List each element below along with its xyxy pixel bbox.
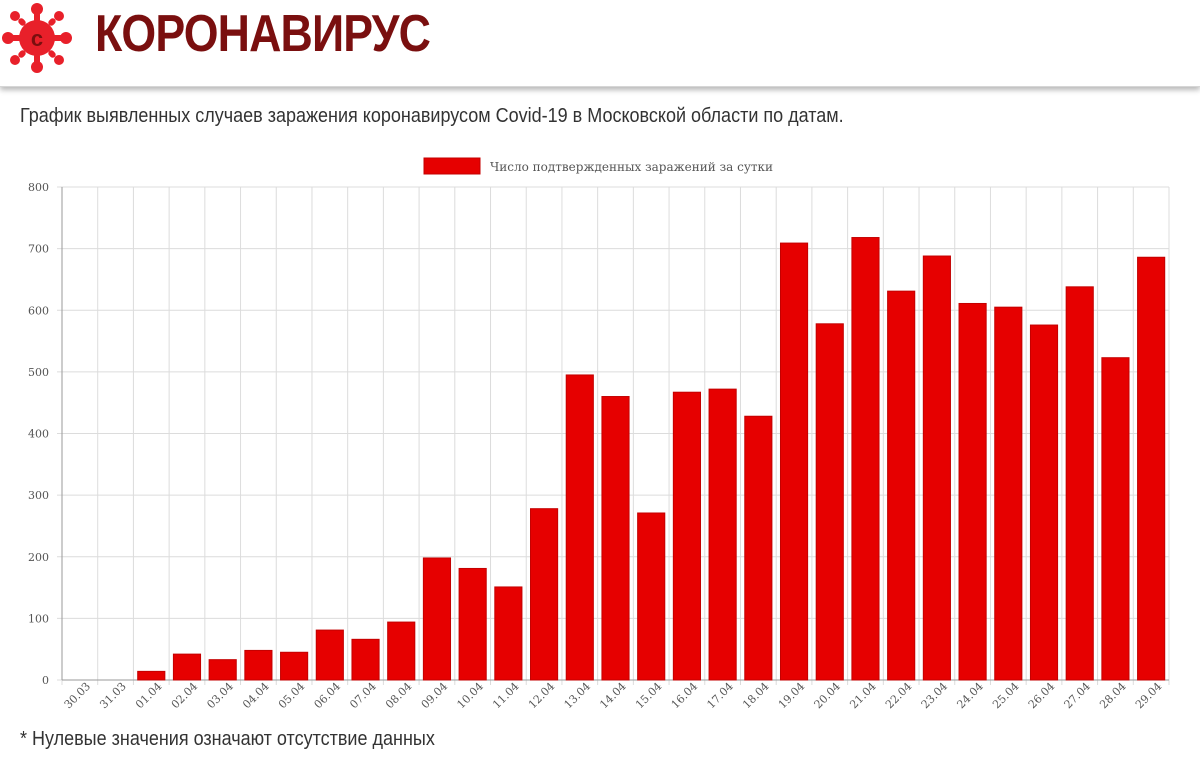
- x-tick-label: 24.04: [954, 680, 985, 711]
- x-tick-label: 10.04: [454, 680, 485, 711]
- x-tick-label: 26.04: [1026, 680, 1057, 711]
- x-tick-label: 08.04: [383, 680, 414, 711]
- bar[interactable]: 03.04: 33: [208, 659, 237, 681]
- y-tick-label: 700: [28, 243, 49, 256]
- bar[interactable]: 23.04: 688: [922, 255, 951, 681]
- x-tick-label: 02.04: [169, 680, 200, 711]
- bar[interactable]: 28.04: 523: [1101, 357, 1130, 681]
- bar[interactable]: 13.04: 495: [565, 374, 594, 681]
- bar[interactable]: 22.04: 631: [887, 290, 916, 681]
- bar[interactable]: 21.04: 718: [851, 237, 880, 681]
- legend-swatch[interactable]: [423, 157, 481, 175]
- x-tick-label: 30.03: [62, 680, 93, 711]
- x-tick-label: 15.04: [633, 680, 664, 711]
- legend-label[interactable]: Число подтвержденных заражений за сутки: [490, 160, 773, 174]
- y-tick-label: 0: [42, 674, 49, 687]
- y-tick-label: 300: [28, 489, 49, 502]
- virus-icon[interactable]: c: [2, 3, 72, 73]
- site-header: c КОРОНАВИРУС: [0, 0, 1200, 87]
- bar[interactable]: 15.04: 271: [637, 512, 666, 681]
- x-tick-label: 22.04: [883, 680, 914, 711]
- x-tick-label: 09.04: [419, 680, 450, 711]
- bar[interactable]: 01.04: 14: [137, 670, 166, 681]
- bar[interactable]: 20.04: 578: [815, 323, 844, 681]
- x-tick-label: 14.04: [597, 680, 628, 711]
- page-title: График выявленных случаев заражения коро…: [20, 105, 844, 127]
- x-tick-label: 25.04: [990, 680, 1021, 711]
- y-tick-label: 800: [28, 181, 49, 194]
- bar[interactable]: 25.04: 605: [994, 306, 1023, 681]
- bar[interactable]: 17.04: 472: [708, 388, 737, 681]
- bar[interactable]: 18.04: 428: [744, 415, 773, 681]
- bar[interactable]: 14.04: 460: [601, 396, 630, 681]
- y-tick-label: 100: [28, 612, 49, 625]
- bar[interactable]: 05.04: 45: [280, 651, 309, 681]
- x-tick-label: 06.04: [312, 680, 343, 711]
- y-tick-label: 500: [28, 366, 49, 379]
- bar[interactable]: 09.04: 198: [422, 557, 452, 681]
- x-tick-label: 16.04: [669, 680, 700, 711]
- footnote: * Нулевые значения означают отсутствие д…: [20, 728, 435, 750]
- x-tick-label: 21.04: [847, 680, 878, 711]
- x-tick-label: 12.04: [526, 680, 557, 711]
- bar[interactable]: 27.04: 638: [1065, 286, 1094, 681]
- x-tick-label: 05.04: [276, 680, 307, 711]
- x-tick-label: 23.04: [919, 680, 950, 711]
- bar[interactable]: 07.04: 66: [351, 638, 380, 681]
- bar[interactable]: 24.04: 611: [958, 302, 987, 681]
- svg-text:c: c: [31, 26, 43, 51]
- bar[interactable]: 10.04: 181: [458, 567, 487, 681]
- bar[interactable]: 12.04: 278: [530, 508, 559, 681]
- x-tick-label: 20.04: [812, 680, 843, 711]
- x-tick-label: 13.04: [562, 680, 593, 711]
- bar[interactable]: 26.04: 576: [1029, 324, 1059, 681]
- bar[interactable]: 19.04: 709: [779, 242, 809, 681]
- y-tick-label: 200: [28, 551, 49, 564]
- bar[interactable]: 04.04: 48: [244, 649, 273, 681]
- y-tick-label: 400: [28, 428, 49, 441]
- x-tick-label: 28.04: [1097, 680, 1128, 711]
- bar[interactable]: 08.04: 94: [387, 621, 416, 681]
- site-title[interactable]: КОРОНАВИРУС: [95, 5, 431, 63]
- bar[interactable]: 11.04: 151: [494, 586, 523, 681]
- x-tick-label: 03.04: [204, 680, 235, 711]
- x-tick-label: 01.04: [133, 680, 164, 711]
- y-tick-label: 600: [28, 304, 49, 317]
- x-tick-label: 29.04: [1133, 680, 1164, 711]
- x-tick-label: 18.04: [740, 680, 771, 711]
- x-tick-label: 17.04: [704, 680, 735, 711]
- x-tick-label: 19.04: [776, 680, 807, 711]
- x-tick-label: 31.03: [97, 680, 128, 711]
- bar[interactable]: 29.04: 686: [1137, 256, 1166, 681]
- x-tick-label: 11.04: [490, 680, 521, 711]
- x-tick-label: 04.04: [240, 680, 271, 711]
- x-tick-label: 07.04: [347, 680, 378, 711]
- bar[interactable]: 06.04: 81: [315, 629, 344, 681]
- bar[interactable]: 02.04: 42: [172, 653, 202, 681]
- bar[interactable]: 16.04: 467: [672, 391, 701, 681]
- x-tick-label: 27.04: [1062, 680, 1093, 711]
